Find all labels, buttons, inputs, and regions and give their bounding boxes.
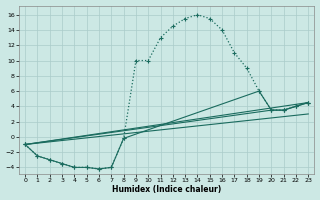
- X-axis label: Humidex (Indice chaleur): Humidex (Indice chaleur): [112, 185, 221, 194]
